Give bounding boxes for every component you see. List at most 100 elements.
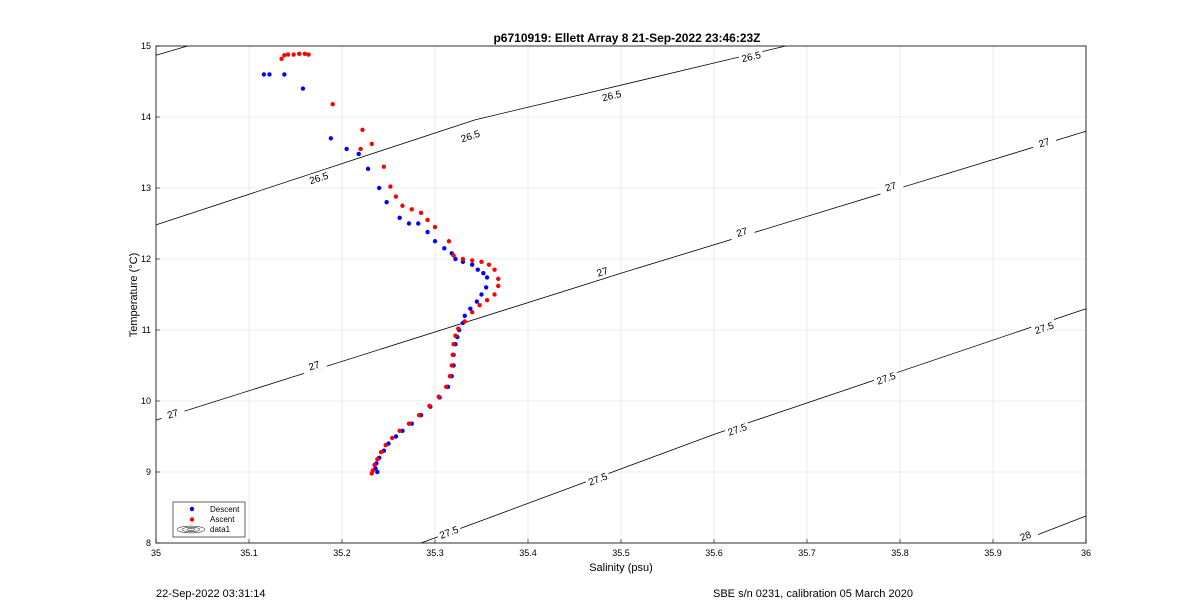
ascent-point — [451, 342, 456, 347]
contour-label: 27 — [166, 408, 180, 422]
descent-point — [261, 72, 267, 77]
ascent-point — [425, 217, 430, 223]
contour-label: 27 — [596, 266, 610, 280]
x-tick-label: 35.3 — [426, 548, 444, 558]
descent-point — [344, 146, 349, 152]
contour-label: 27 — [1038, 137, 1052, 151]
contour-label-background — [598, 87, 625, 104]
contour-label-background — [584, 469, 611, 488]
contour-label-background — [728, 222, 755, 241]
ascent-point — [479, 259, 484, 265]
x-tick-label: 35.4 — [519, 548, 537, 558]
descent-point — [479, 292, 484, 297]
descent-point — [397, 215, 402, 221]
ascent-point — [381, 164, 387, 169]
contour-label: 26.5 — [741, 50, 763, 65]
ascent-point — [360, 127, 365, 132]
contour-label-background — [589, 262, 616, 281]
generation-timestamp: 22-Sep-2022 03:31:14 — [156, 588, 266, 600]
descent-point — [356, 151, 361, 157]
descent-point — [475, 267, 480, 272]
ascent-point — [409, 207, 414, 212]
ascent-point — [477, 302, 482, 308]
ascent-point — [496, 276, 501, 282]
ascent-point — [486, 262, 492, 267]
ascent-point — [282, 53, 287, 58]
y-tick-label: 14 — [141, 112, 151, 122]
descent-point — [432, 239, 438, 244]
ascent-point — [451, 253, 456, 258]
descent-point — [442, 246, 447, 251]
descent-point — [375, 469, 380, 475]
contour-label: 27 — [735, 226, 749, 240]
contour-label-background — [723, 419, 751, 438]
density-contour-line — [155, 45, 786, 226]
ascent-point — [418, 210, 424, 216]
ascent-point — [443, 384, 449, 389]
ascent-point — [358, 146, 363, 152]
descent-point — [462, 313, 467, 318]
y-tick-label: 15 — [141, 41, 151, 51]
descent-point — [468, 306, 473, 311]
x-axis-label: Salinity (psu) — [589, 562, 653, 574]
ascent-point — [492, 292, 497, 297]
legend-descent-label: Descent — [210, 505, 240, 514]
y-tick-label: 10 — [141, 396, 151, 406]
ascent-point — [492, 267, 497, 272]
descent-point — [474, 299, 480, 304]
ascent-point — [383, 442, 388, 448]
contour-label-background — [300, 356, 328, 374]
ascent-point — [302, 51, 307, 57]
axis-ticks: 35 35.1 35.2 35.3 35.4 35.5 35.6 35.7 35.8 35.9 36… — [141, 41, 1091, 558]
contour-label: 26.5 — [601, 89, 623, 104]
contour-label-background — [457, 126, 484, 145]
contour-label-background — [435, 522, 462, 542]
ascent-point — [406, 421, 412, 426]
contour-label-background — [872, 368, 900, 387]
data-points — [261, 51, 501, 476]
contour-label: 27 — [307, 359, 321, 373]
ascent-point — [484, 297, 490, 303]
x-tick-label: 35.7 — [798, 548, 816, 558]
contour-label: 27 — [884, 181, 898, 195]
ascent-point — [450, 352, 455, 358]
descent-point — [406, 221, 412, 226]
descent-point — [416, 221, 421, 226]
descent-point — [483, 285, 489, 290]
ascent-point — [378, 449, 384, 455]
ascent-point — [436, 394, 441, 399]
ascent-point — [446, 239, 452, 244]
ascent-point — [456, 326, 461, 331]
ascent-point — [369, 141, 374, 147]
ascent-point — [297, 51, 302, 57]
legend-ascent-marker — [189, 517, 195, 522]
descent-point — [384, 200, 389, 205]
ascent-point — [306, 52, 311, 57]
contour-label-background — [1030, 133, 1058, 151]
ascent-point — [427, 403, 432, 409]
descent-point — [267, 72, 272, 77]
y-tick-label: 12 — [141, 254, 151, 264]
descent-point — [365, 166, 371, 172]
contour-label-background — [305, 168, 332, 187]
contour-label: 28 — [1019, 530, 1034, 544]
ascent-point — [432, 224, 438, 230]
ascent-point — [372, 462, 377, 468]
y-tick-label: 9 — [146, 467, 151, 477]
x-tick-label: 35.8 — [891, 548, 909, 558]
descent-point — [481, 271, 486, 276]
descent-point — [377, 185, 382, 191]
ascent-point — [390, 435, 395, 441]
x-tick-label: 36 — [1081, 548, 1091, 558]
ascent-point — [462, 319, 467, 324]
legend-contour-icon — [176, 525, 206, 534]
descent-point — [300, 86, 306, 91]
descent-point — [328, 136, 334, 141]
ascent-point — [388, 184, 393, 189]
x-tick-label: 35.5 — [612, 548, 630, 558]
ascent-point — [496, 283, 501, 289]
y-tick-label: 8 — [146, 538, 151, 548]
descent-point — [470, 262, 475, 267]
ascent-point — [416, 413, 422, 418]
ascent-point — [369, 471, 374, 476]
